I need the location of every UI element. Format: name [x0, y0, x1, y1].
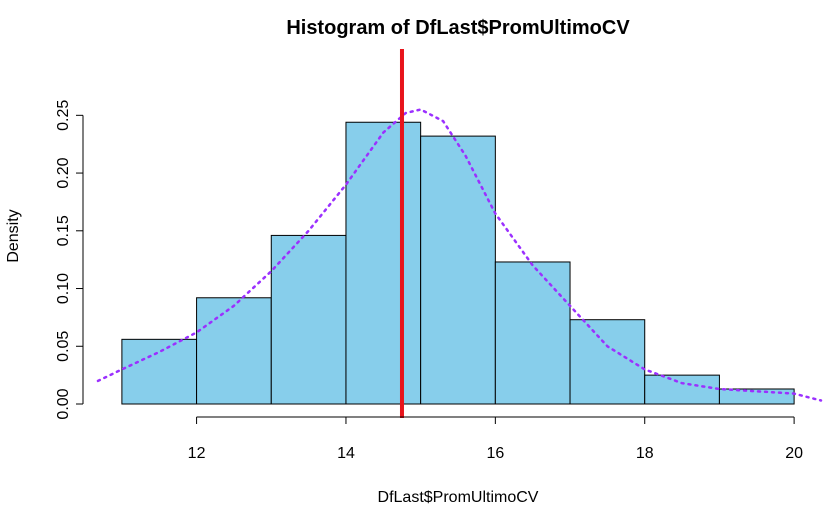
bars-layer: [121, 121, 795, 405]
histogram-bar-8: [718, 388, 795, 405]
x-axis: 12 14 16 18 20: [188, 416, 803, 462]
density-curve: [96, 108, 823, 402]
density-curve-layer: [96, 108, 823, 402]
histogram-bar-5: [494, 261, 571, 405]
y-axis-label: Density: [5, 209, 22, 262]
histogram-bar-7: [644, 374, 720, 405]
histogram-bar-2: [270, 234, 347, 405]
histogram-bar-6: [569, 319, 646, 405]
x-tick-label-18: 18: [636, 445, 654, 462]
x-axis-label: DfLast$PromUltimoCV: [378, 489, 539, 506]
chart-title: Histogram of DfLast$PromUltimoCV: [286, 17, 630, 39]
x-tick-label-20: 20: [785, 445, 803, 462]
x-tick-label-16: 16: [486, 445, 504, 462]
y-tick-label-0.10: 0.10: [55, 273, 72, 304]
histogram-bar-1: [196, 297, 272, 405]
histogram-bar-4: [420, 135, 496, 405]
histogram-bar-0: [121, 338, 198, 405]
y-tick-label-0.20: 0.20: [55, 157, 72, 188]
y-tick-label-0.15: 0.15: [55, 215, 72, 246]
x-tick-label-12: 12: [188, 445, 206, 462]
histogram-bar-3: [345, 121, 422, 405]
y-tick-label-0.05: 0.05: [55, 331, 72, 362]
y-tick-label-0.00: 0.00: [55, 388, 72, 419]
y-axis: 0.00 0.05 0.10 0.15 0.20 0.25: [55, 100, 84, 420]
x-tick-label-14: 14: [337, 445, 355, 462]
y-tick-label-0.25: 0.25: [55, 100, 72, 131]
